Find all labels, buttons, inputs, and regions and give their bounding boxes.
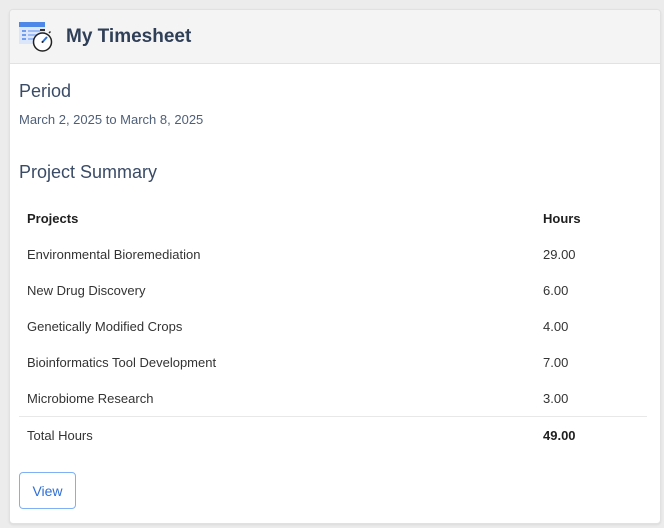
total-hours: 49.00 xyxy=(543,427,576,443)
table-row: Genetically Modified Crops 4.00 xyxy=(19,308,647,344)
project-hours: 4.00 xyxy=(543,318,569,334)
view-button[interactable]: View xyxy=(19,472,76,509)
timesheet-stopwatch-icon xyxy=(19,21,53,52)
project-name: Microbiome Research xyxy=(27,390,154,406)
project-hours: 29.00 xyxy=(543,246,576,262)
project-name: Environmental Bioremediation xyxy=(27,246,201,262)
column-header-projects: Projects xyxy=(27,210,79,226)
total-label: Total Hours xyxy=(27,427,93,443)
project-name: New Drug Discovery xyxy=(27,282,146,298)
table-row: Environmental Bioremediation 29.00 xyxy=(19,236,647,272)
period-heading: Period xyxy=(19,81,72,101)
project-hours: 3.00 xyxy=(543,390,569,406)
total-row: Total Hours 49.00 xyxy=(19,416,647,453)
table-header-row: Projects Hours xyxy=(19,200,647,236)
project-hours: 7.00 xyxy=(543,354,569,370)
timesheet-card: My Timesheet Period March 2, 2025 to Mar… xyxy=(9,9,661,524)
project-summary-table: Projects Hours Environmental Bioremediat… xyxy=(19,200,647,453)
project-hours: 6.00 xyxy=(543,282,569,298)
table-row: Microbiome Research 3.00 xyxy=(19,380,647,416)
card-title: My Timesheet xyxy=(66,25,192,47)
project-summary-heading: Project Summary xyxy=(19,162,158,182)
project-name: Genetically Modified Crops xyxy=(27,318,183,334)
table-row: New Drug Discovery 6.00 xyxy=(19,272,647,308)
table-row: Bioinformatics Tool Development 7.00 xyxy=(19,344,647,380)
project-name: Bioinformatics Tool Development xyxy=(27,354,217,370)
card-header: My Timesheet xyxy=(10,10,660,64)
period-range: March 2, 2025 to March 8, 2025 xyxy=(19,112,204,127)
column-header-hours: Hours xyxy=(543,210,581,226)
